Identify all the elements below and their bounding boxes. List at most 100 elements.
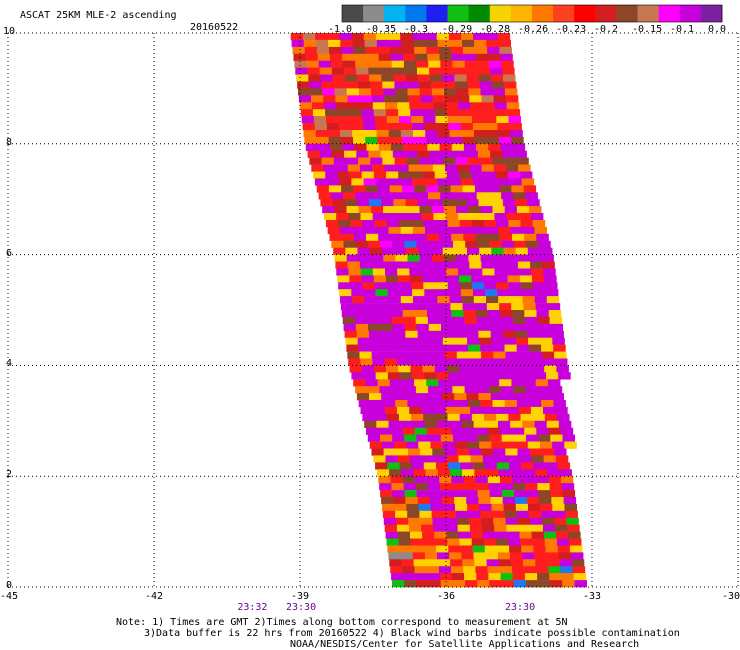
swath-cell [438, 566, 452, 574]
swath-cell [365, 136, 378, 145]
swath-cell [365, 303, 378, 311]
swath-cell [426, 379, 439, 387]
swath-cell [402, 476, 416, 484]
swath-cell [517, 261, 531, 269]
swath-cell [409, 406, 422, 415]
swath-cell [512, 427, 525, 435]
swath-cell [332, 74, 346, 82]
swath-cell [330, 192, 344, 200]
swath-cell [337, 109, 350, 117]
swath-cell [513, 192, 526, 200]
swath-cell [436, 33, 450, 41]
swath-cell [371, 95, 385, 103]
swath-cell [403, 60, 417, 68]
swath-cell [463, 310, 476, 318]
swath-cell [392, 434, 405, 442]
swath-cell [303, 130, 316, 138]
swath-cell [415, 316, 429, 325]
swath-cell [415, 143, 428, 151]
swath-cell [333, 157, 347, 165]
swath-cell [438, 303, 451, 311]
swath-cell [540, 441, 553, 449]
swath-cell [452, 60, 465, 68]
swath-cell [334, 206, 347, 214]
swath-cell [526, 434, 539, 442]
swath-cell [387, 178, 401, 186]
swath-cell [329, 233, 342, 241]
swath-cell [448, 462, 461, 470]
swath-cell [447, 282, 461, 290]
swath-cell [448, 178, 462, 186]
swath-cell [542, 517, 555, 525]
swath-cell [381, 330, 394, 338]
swath-cell [378, 143, 392, 151]
swath-cell [423, 220, 436, 228]
swath-cell [382, 157, 395, 165]
swath-cell [420, 261, 434, 269]
swath-cell [483, 538, 497, 546]
swath-cell [446, 531, 459, 539]
swath-cell [519, 365, 533, 373]
swath-cell [352, 226, 365, 235]
swath-cell [516, 206, 530, 214]
swath-cell [312, 109, 326, 117]
swath-cell [400, 226, 414, 235]
swath-cell [345, 337, 358, 345]
colorbar-swatch [616, 5, 638, 22]
swath-cell [501, 240, 515, 248]
swath-cell [494, 102, 507, 110]
swath-cell [546, 372, 559, 380]
swath-cell [547, 469, 560, 477]
swath-cell [493, 164, 507, 172]
swath-cell [376, 39, 390, 48]
swath-cell [528, 503, 541, 512]
swath-cell [557, 413, 570, 422]
swath-cell [411, 413, 424, 422]
swath-cell [342, 53, 355, 61]
swath-cell [453, 490, 466, 498]
swath-cell [565, 510, 578, 518]
swath-cell [568, 531, 581, 539]
swath-cell [403, 53, 416, 61]
swath-cell [512, 573, 526, 581]
swath-cell [398, 365, 411, 373]
swath-cell [481, 164, 495, 172]
swath-cell [425, 130, 438, 138]
swath-cell [378, 476, 391, 484]
swath-cell [460, 289, 474, 297]
swath-cell [438, 46, 451, 55]
swath-cell [495, 531, 508, 539]
swath-cell [442, 441, 456, 449]
swath-cell [507, 531, 520, 539]
swath-cell [491, 441, 504, 449]
swath-cell [494, 358, 507, 366]
swath-cell [482, 268, 495, 276]
swath-cell [506, 524, 519, 532]
swath-cell [392, 580, 405, 588]
swath-cell [418, 441, 431, 449]
swath-cell [547, 303, 561, 311]
swath-cell [482, 524, 495, 532]
swath-cell [378, 310, 391, 318]
swath-cell [296, 74, 309, 82]
swath-cell [458, 455, 471, 463]
swath-cell [403, 386, 417, 394]
swath-cell [494, 213, 507, 221]
swath-cell [354, 310, 367, 318]
swath-cell [457, 164, 470, 172]
swath-cell [457, 95, 470, 103]
swath-cell [358, 157, 371, 165]
swath-cell [348, 213, 361, 221]
swath-cell [423, 282, 436, 290]
swath-cell [501, 60, 514, 68]
swath-cell [334, 254, 347, 262]
swath-cell [551, 330, 564, 338]
swath-cell [525, 386, 538, 394]
swath-cell [499, 427, 513, 435]
swath-cell [316, 185, 330, 193]
swath-cell [554, 448, 567, 456]
swath-cell [470, 406, 483, 415]
swath-cell [398, 413, 412, 422]
swath-cell [471, 365, 484, 373]
